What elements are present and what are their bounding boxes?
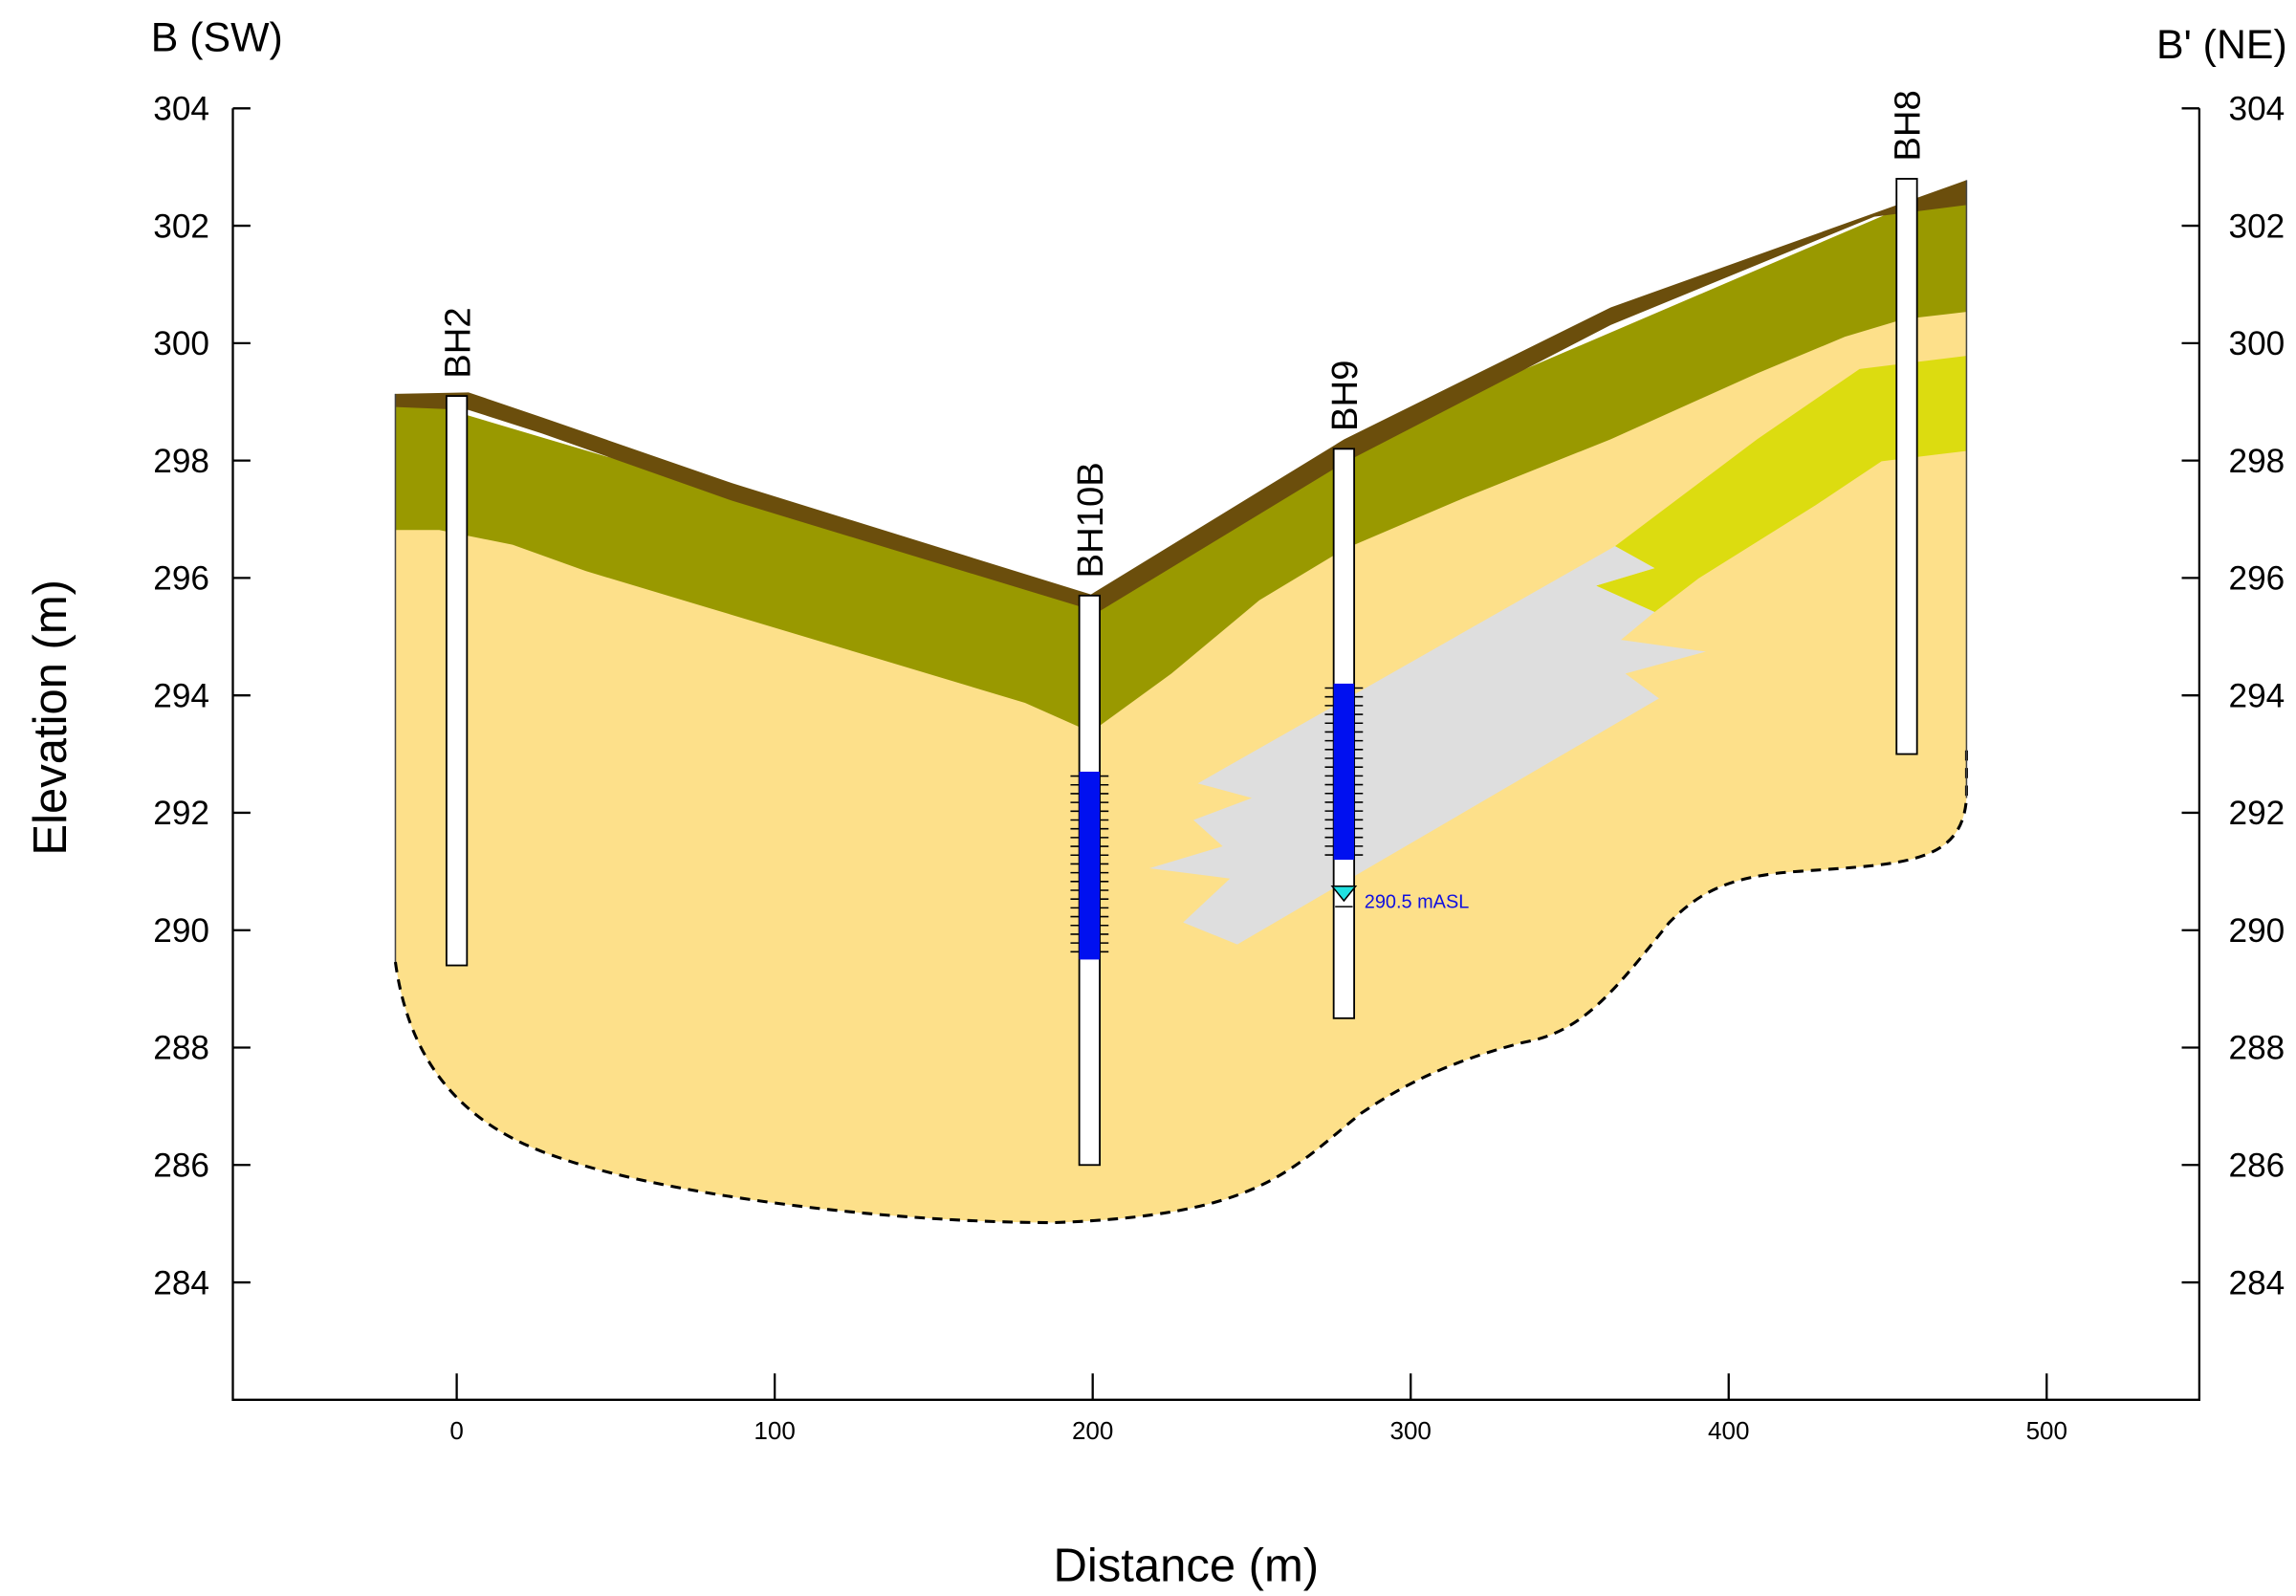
y2-tick-label: 284 bbox=[2229, 1264, 2285, 1301]
y2-tick-label: 300 bbox=[2229, 325, 2285, 362]
y2-tick-label: 292 bbox=[2229, 795, 2285, 832]
y-tick-label: 288 bbox=[153, 1030, 209, 1067]
x-tick-label: 300 bbox=[1390, 1416, 1432, 1445]
borehole bbox=[1896, 179, 1916, 754]
borehole-label: BH10B bbox=[1070, 462, 1111, 578]
borehole bbox=[447, 396, 467, 965]
well-screen bbox=[1080, 772, 1100, 959]
y-tick-label: 284 bbox=[153, 1264, 209, 1301]
borehole-label: BH9 bbox=[1324, 361, 1366, 431]
y-axis-title: Elevation (m) bbox=[25, 579, 77, 856]
left-end-label: B (SW) bbox=[151, 15, 283, 61]
y2-tick-label: 288 bbox=[2229, 1030, 2285, 1067]
chart: Elevation (m) Distance (m) B (SW) B' (NE… bbox=[0, 0, 2296, 1596]
x-axis-title: Distance (m) bbox=[1053, 1541, 1319, 1592]
x-tick-label: 200 bbox=[1072, 1416, 1113, 1445]
y2-tick-label: 294 bbox=[2229, 677, 2285, 714]
y2-tick-label: 304 bbox=[2229, 91, 2285, 128]
right-end-label: B' (NE) bbox=[2156, 22, 2287, 68]
y2-tick-label: 286 bbox=[2229, 1148, 2285, 1185]
y2-tick-label: 298 bbox=[2229, 443, 2285, 480]
y-tick-label: 292 bbox=[153, 795, 209, 832]
water-level-label: 290.5 mASL bbox=[1365, 892, 1469, 913]
y-tick-label: 290 bbox=[153, 912, 209, 950]
well-screen bbox=[1334, 684, 1354, 860]
borehole-label: BH8 bbox=[1888, 90, 1929, 161]
y-tick-label: 304 bbox=[153, 91, 209, 128]
y-tick-label: 296 bbox=[153, 560, 209, 598]
y2-tick-label: 302 bbox=[2229, 208, 2285, 245]
borehole-label: BH2 bbox=[437, 307, 478, 378]
y-tick-label: 300 bbox=[153, 325, 209, 362]
x-tick-label: 400 bbox=[1708, 1416, 1749, 1445]
x-tick-label: 0 bbox=[449, 1416, 463, 1445]
y2-tick-label: 296 bbox=[2229, 560, 2285, 598]
x-tick-label: 500 bbox=[2026, 1416, 2067, 1445]
y-tick-label: 286 bbox=[153, 1148, 209, 1185]
y-tick-label: 302 bbox=[153, 208, 209, 245]
y-tick-label: 298 bbox=[153, 443, 209, 480]
y2-tick-label: 290 bbox=[2229, 912, 2285, 950]
y-tick-label: 294 bbox=[153, 677, 209, 714]
x-tick-label: 100 bbox=[754, 1416, 795, 1445]
